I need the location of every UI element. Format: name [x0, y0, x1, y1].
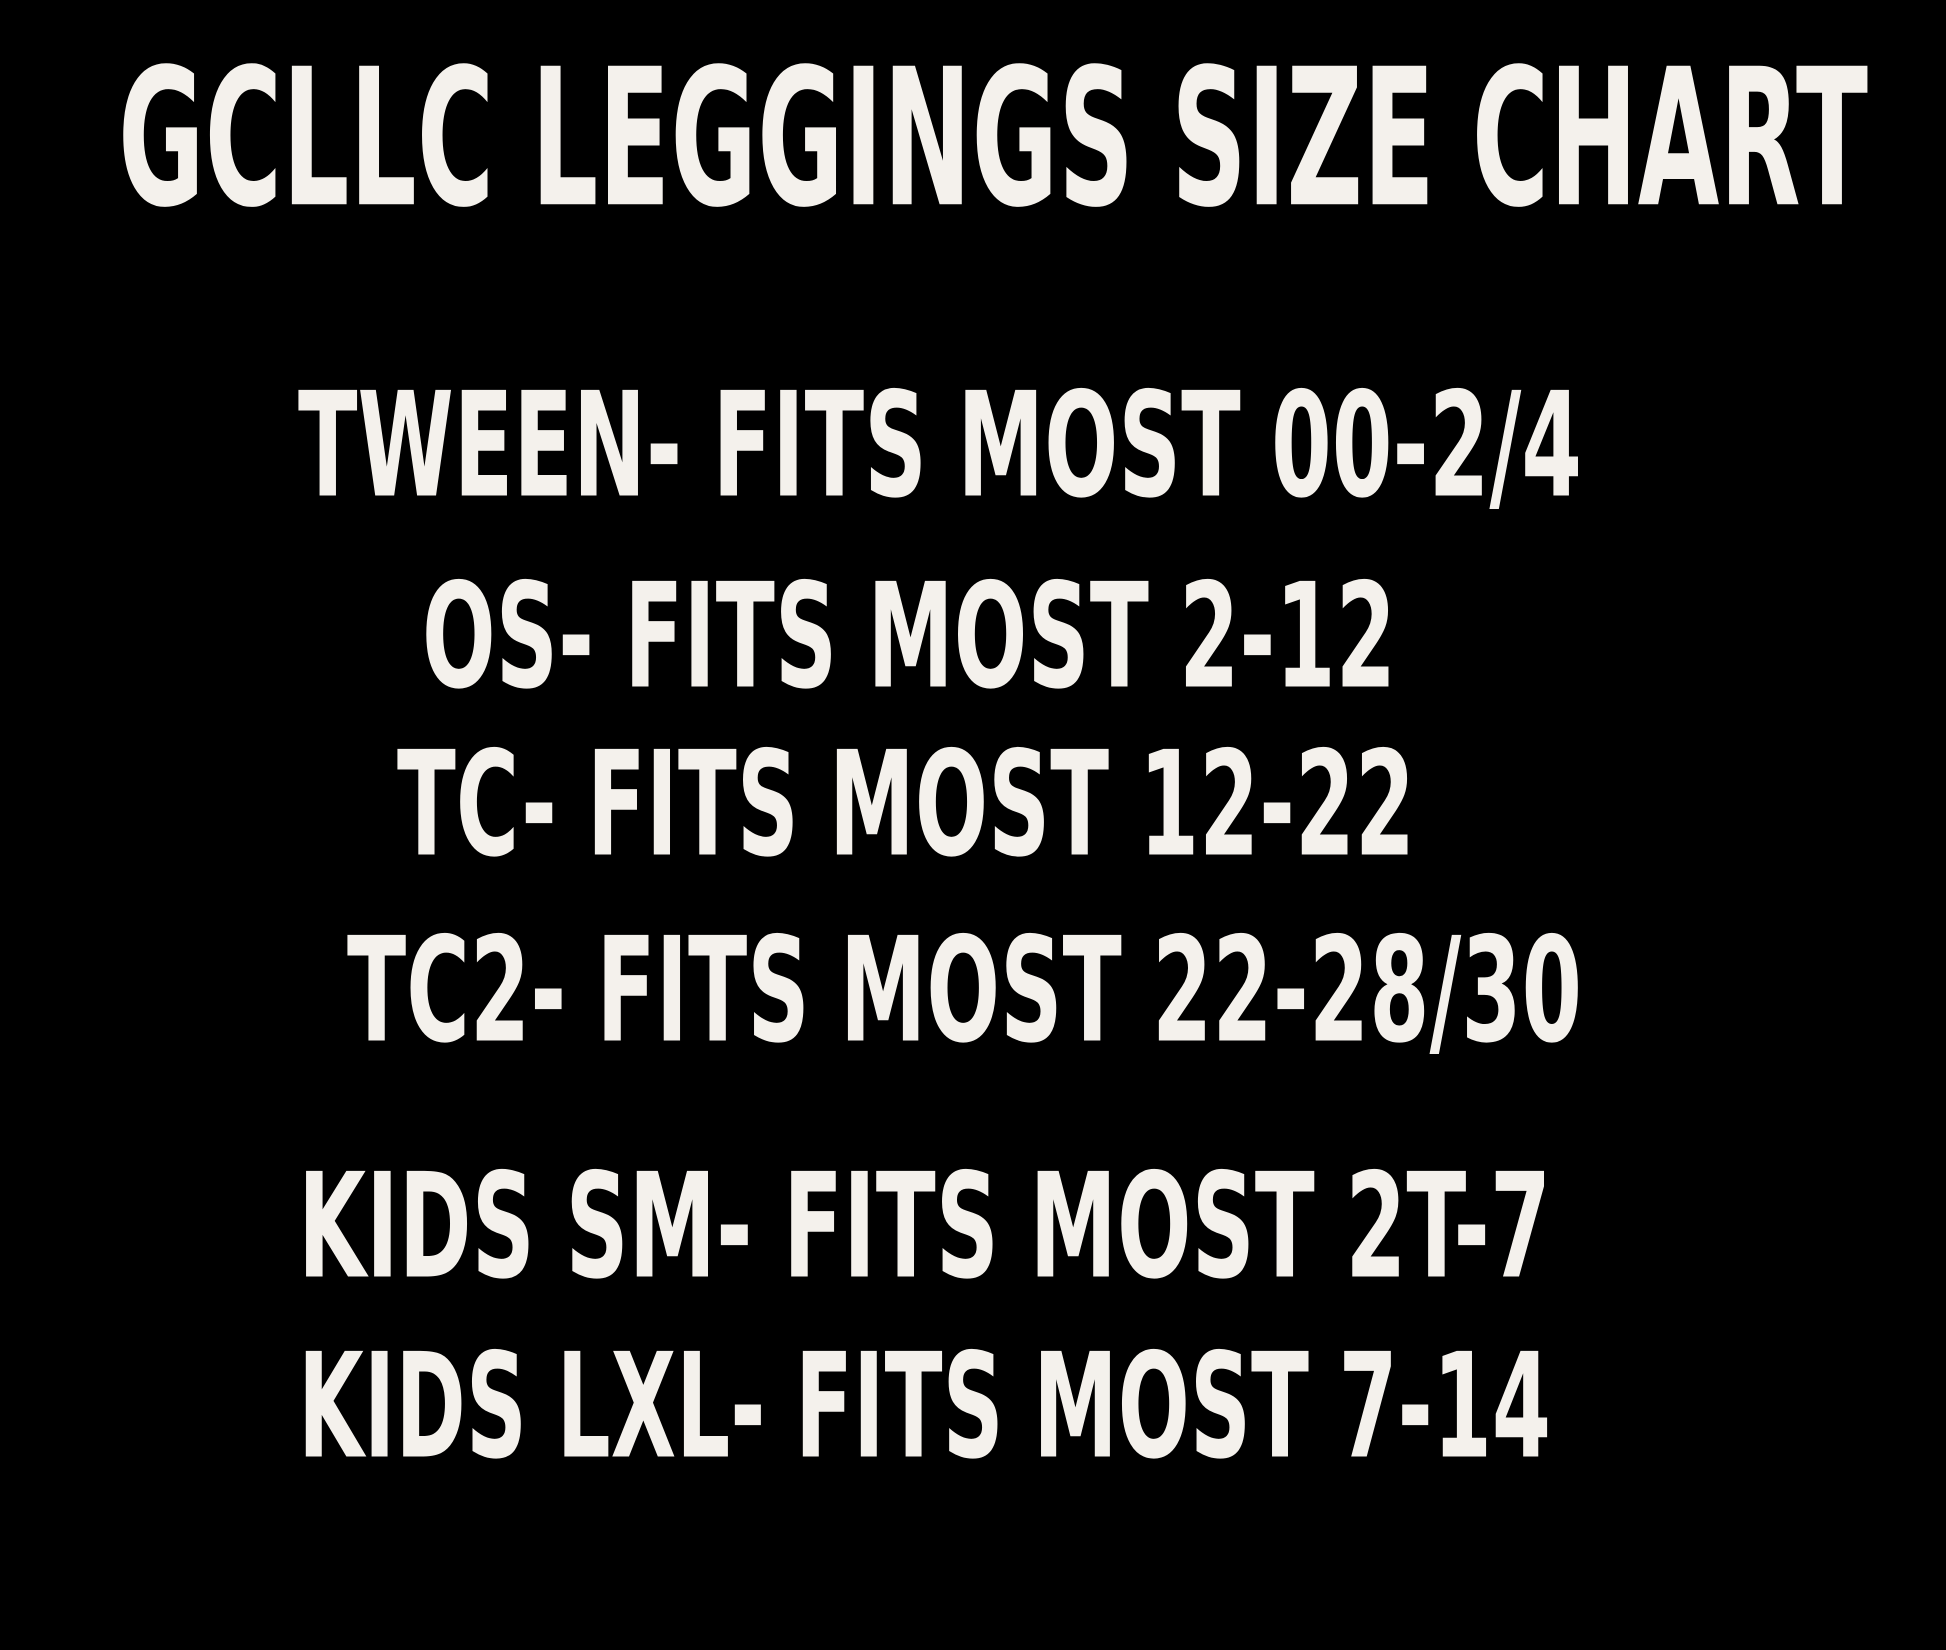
adult-sizes: TWEEN- FITS MOST 00-2/4 OS- FITS MOST 2-…: [298, 362, 1582, 1076]
title: GCLLC LEGGINGS SIZE CHART: [118, 28, 1868, 249]
size-line: KIDS LXL- FITS MOST 7-14: [298, 1323, 1551, 1492]
size-line: KIDS SM- FITS MOST 2T-7: [298, 1143, 1551, 1312]
size-line: TC- FITS MOST 12-22: [397, 721, 1415, 890]
size-line: TC2- FITS MOST 22-28/30: [347, 907, 1582, 1076]
size-line: OS- FITS MOST 2-12: [422, 553, 1396, 722]
kids-sizes: KIDS SM- FITS MOST 2T-7 KIDS LXL- FITS M…: [298, 1143, 1551, 1492]
size-line: TWEEN- FITS MOST 00-2/4: [298, 362, 1582, 531]
